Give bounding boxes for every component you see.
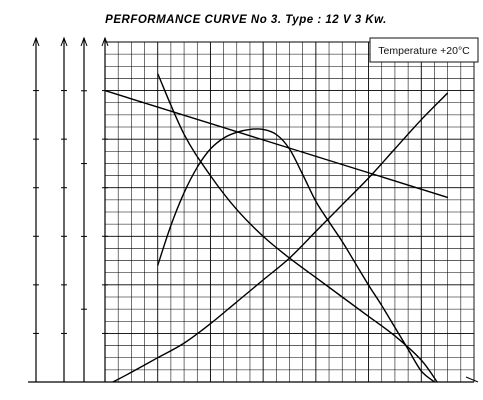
data-series bbox=[104, 73, 449, 383]
temperature-box: Temperature +20°C bbox=[369, 37, 479, 63]
series-line-n bbox=[157, 128, 435, 383]
temperature-label: Temperature +20°C bbox=[378, 45, 470, 57]
series-line-u bbox=[104, 89, 448, 199]
axes bbox=[28, 36, 479, 383]
x-axis-arrow bbox=[465, 376, 479, 383]
y-axis-arrow-u bbox=[101, 36, 109, 47]
y-axis-arrow-n bbox=[80, 36, 88, 47]
y-axis-arrow-m bbox=[60, 36, 68, 47]
series-line-m bbox=[112, 92, 449, 383]
y-axis-arrow-n bbox=[32, 36, 40, 47]
temperature-box-frame bbox=[369, 37, 479, 63]
series-line-n bbox=[157, 73, 438, 383]
chart-title: PERFORMANCE CURVE No 3. Type : 12 V 3 Kw… bbox=[105, 14, 387, 26]
